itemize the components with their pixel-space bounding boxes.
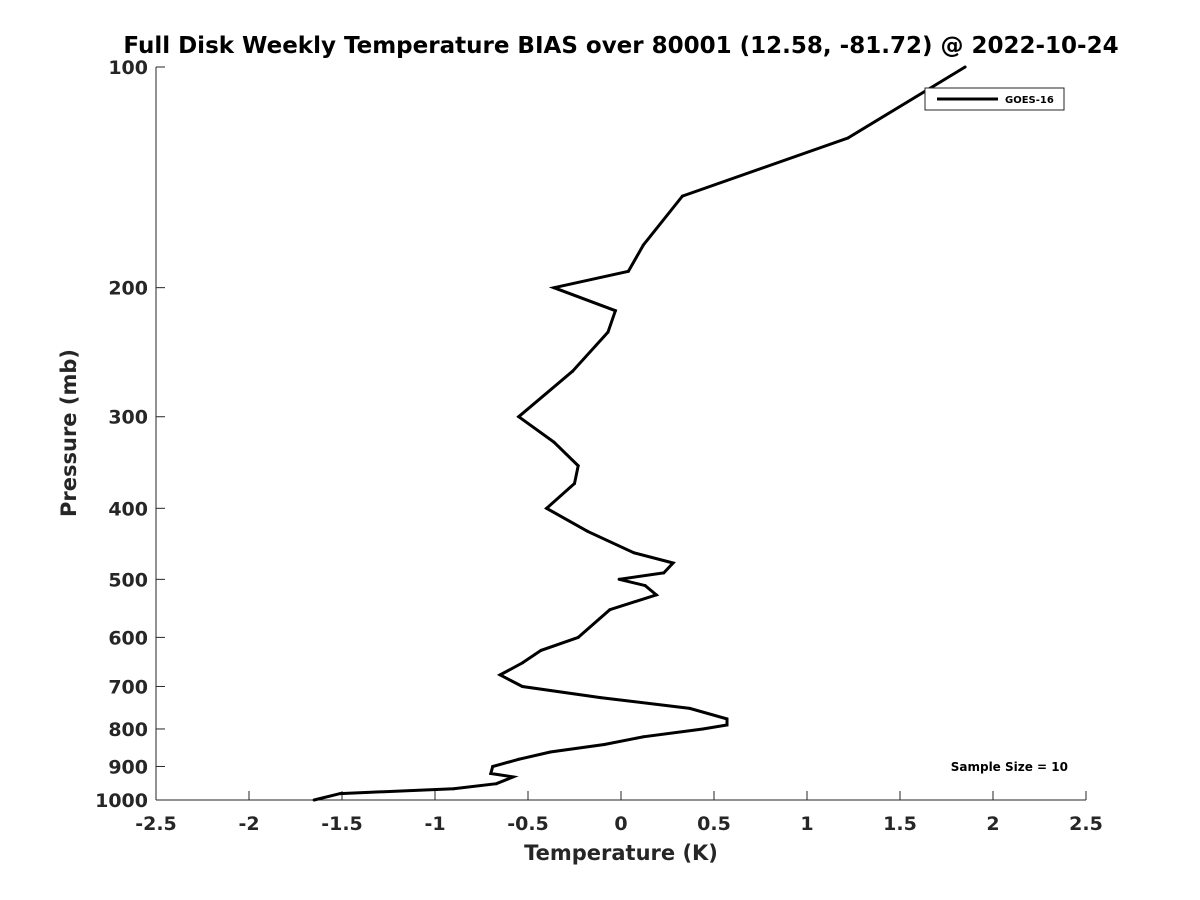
x-tick-label: 1 — [800, 813, 813, 835]
data-point — [498, 673, 502, 677]
data-point — [963, 65, 967, 69]
data-point — [586, 529, 589, 533]
series-layer — [312, 65, 967, 802]
data-point — [641, 735, 645, 739]
y-axis-label: Pressure (mb) — [57, 349, 81, 517]
x-tick-label: -2 — [238, 813, 259, 835]
x-tick-label: 1.5 — [883, 813, 917, 835]
legend-label-goes-16: GOES-16 — [1005, 95, 1054, 106]
data-point — [613, 309, 617, 313]
x-tick-label: -2.5 — [135, 813, 177, 835]
y-tick-label: 1000 — [95, 790, 148, 812]
x-tick-label: -1 — [424, 813, 445, 835]
x-tick-label: 2 — [986, 813, 999, 835]
sample-size-annotation: Sample Size = 10 — [951, 760, 1068, 774]
data-point — [545, 506, 549, 510]
data-point — [617, 577, 621, 581]
x-tick-label: 0 — [614, 813, 627, 835]
data-point — [548, 750, 552, 754]
x-axis-label: Temperature (K) — [524, 841, 718, 865]
data-point — [654, 593, 658, 597]
chart-title: Full Disk Weekly Temperature BIAS over 8… — [123, 33, 1118, 59]
y-tick-label: 700 — [108, 676, 148, 698]
data-point — [520, 661, 524, 665]
data-point — [599, 696, 602, 700]
data-point — [602, 743, 606, 746]
data-point — [641, 243, 645, 247]
data-point — [517, 415, 521, 419]
data-point — [312, 798, 316, 802]
data-point — [571, 369, 575, 373]
data-point — [688, 706, 692, 710]
data-point — [662, 571, 666, 575]
x-tick-label: -1.5 — [321, 813, 363, 835]
data-point — [608, 608, 612, 612]
data-point — [452, 787, 456, 791]
data-point — [573, 482, 576, 485]
data-point — [632, 551, 636, 555]
y-tick-label: 500 — [108, 569, 148, 591]
y-tick-label: 300 — [108, 407, 148, 429]
y-tick-label: 800 — [108, 719, 148, 741]
y-tick-label: 900 — [108, 756, 148, 778]
data-point — [511, 775, 515, 779]
legend: GOES-16 — [924, 87, 1065, 111]
y-axis-ticks: 100 200 300 400 500 600 700 800 900 1000 — [95, 57, 165, 812]
data-point — [539, 648, 543, 652]
data-point — [517, 757, 521, 761]
data-point — [338, 792, 342, 796]
data-point — [606, 330, 610, 334]
x-tick-label: 2.5 — [1069, 813, 1103, 835]
data-point — [701, 727, 705, 731]
data-point — [725, 717, 729, 721]
y-tick-label: 100 — [108, 57, 148, 79]
y-tick-label: 600 — [108, 627, 148, 649]
plot-area-frame — [156, 67, 1086, 800]
data-point — [489, 772, 493, 775]
x-axis-ticks: -2.5 -2 -1.5 -1 -0.5 0 0.5 1 1.5 2 2.5 — [135, 791, 1103, 835]
data-point — [626, 269, 630, 273]
x-tick-label: 0.5 — [697, 813, 731, 835]
data-point — [643, 584, 647, 588]
data-point — [552, 286, 556, 290]
data-point — [846, 136, 850, 140]
data-point — [576, 635, 580, 639]
data-point — [725, 723, 729, 727]
data-point — [491, 765, 495, 768]
data-point — [576, 464, 580, 468]
data-point — [494, 782, 498, 786]
y-tick-label: 200 — [108, 278, 148, 300]
data-point — [680, 194, 684, 198]
y-tick-label: 400 — [108, 498, 148, 520]
data-point — [671, 561, 675, 565]
data-point — [520, 685, 524, 688]
data-point — [552, 440, 556, 444]
x-tick-label: -0.5 — [507, 813, 549, 835]
